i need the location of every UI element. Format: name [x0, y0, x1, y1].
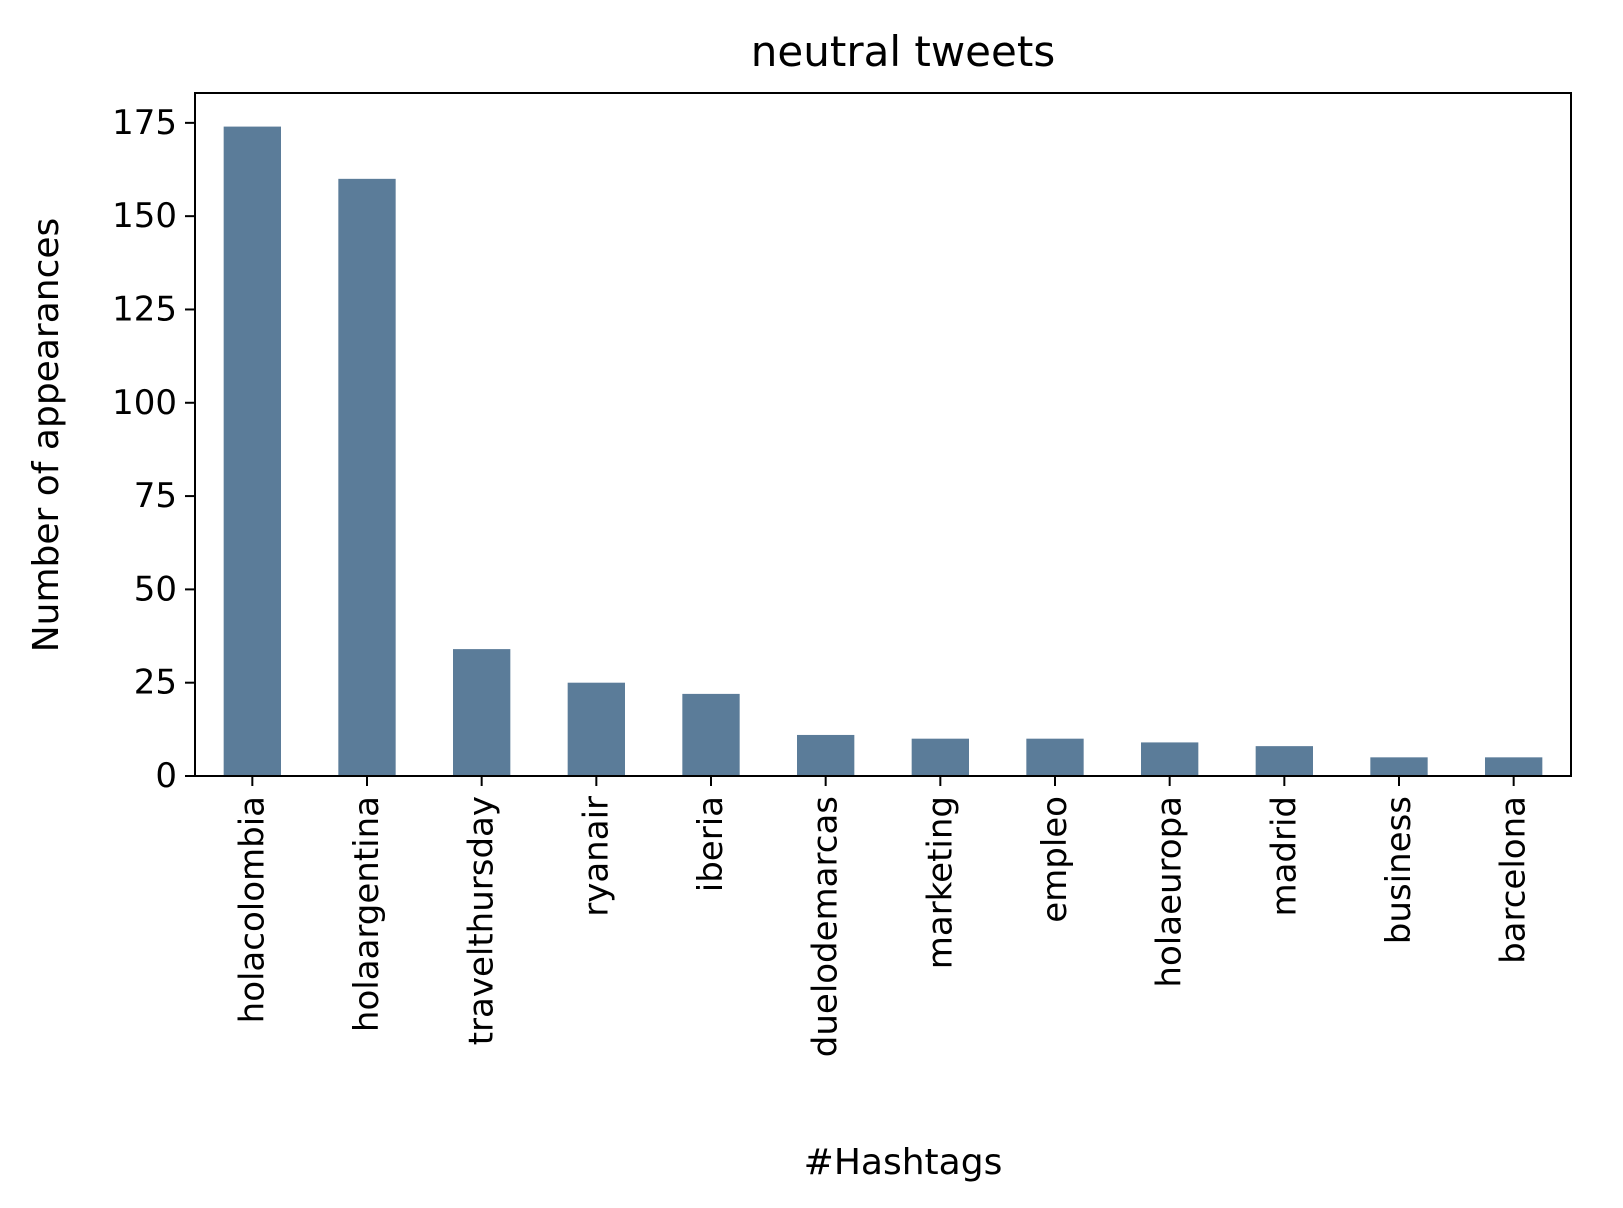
bar-holacolombia [223, 126, 281, 777]
y-axis: 0 25 50 75 100 125 150 175 [112, 103, 195, 796]
y-tick-label: 100 [112, 383, 177, 423]
bar-ryanair [567, 682, 625, 776]
x-tick-label: holacolombia [232, 796, 272, 1023]
y-tick-label: 0 [155, 756, 177, 796]
bar-iberia [682, 693, 740, 776]
bars-group [223, 126, 1543, 777]
bar-empleo [1026, 738, 1084, 776]
x-tick-label: marketing [920, 796, 960, 969]
y-tick-label: 150 [112, 196, 177, 236]
y-axis-title: Number of appearances [26, 218, 67, 653]
bar-holaeuropa [1141, 742, 1199, 776]
y-tick-label: 50 [134, 569, 177, 609]
x-tick-label: empleo [1035, 796, 1075, 923]
y-tick-label: 75 [134, 476, 177, 516]
bar-marketing [911, 738, 969, 776]
x-axis: holacolombia holaargentina travelthursday r… [232, 776, 1534, 1057]
x-tick-label: barcelona [1494, 796, 1534, 964]
x-tick-label: business [1379, 796, 1419, 944]
x-tick-label: iberia [691, 796, 731, 892]
x-tick-label: holaeuropa [1150, 796, 1190, 988]
chart-title: neutral tweets [751, 27, 1055, 76]
bar-duelodemarcas [797, 734, 855, 776]
x-tick-label: travelthursday [462, 796, 502, 1045]
plot-frame [194, 92, 1572, 777]
bar-travelthursday [453, 649, 511, 776]
y-tick-label: 125 [112, 289, 177, 329]
x-tick-label: ryanair [576, 796, 616, 917]
x-axis-title: #Hashtags [804, 1142, 1003, 1183]
bar-madrid [1255, 746, 1313, 776]
x-tick-label: madrid [1264, 796, 1304, 917]
bar-holaargentina [338, 178, 396, 776]
x-tick-label: holaargentina [347, 796, 387, 1032]
y-tick-label: 25 [134, 663, 177, 703]
y-tick-label: 175 [112, 103, 177, 143]
x-tick-label: duelodemarcas [806, 796, 846, 1057]
bar-barcelona [1485, 757, 1543, 776]
bar-business [1370, 757, 1428, 776]
